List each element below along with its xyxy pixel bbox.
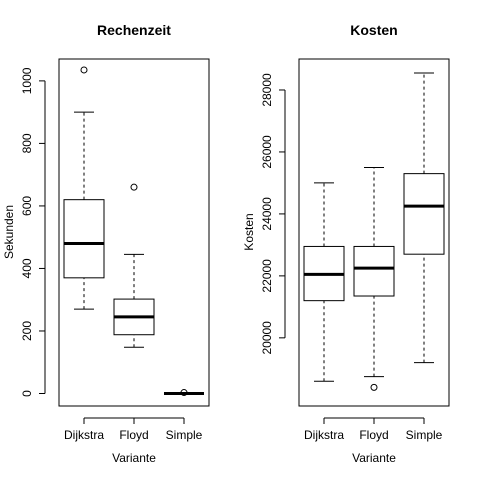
- box-iqr: [353, 245, 395, 297]
- y-tick-label: 200: [20, 321, 34, 341]
- y-tick-label: 400: [20, 258, 34, 278]
- x-tick-label: Simple: [166, 428, 203, 442]
- plot-frame: [58, 58, 210, 407]
- box-floyd: [353, 166, 395, 391]
- x-tick-label: Simple: [406, 428, 443, 442]
- x-axis: Dijkstra Floyd Simple: [304, 417, 443, 442]
- outlier-point: [130, 183, 138, 191]
- x-axis: Dijkstra Floyd Simple: [64, 417, 203, 442]
- chart-title: Rechenzeit: [97, 22, 171, 38]
- x-axis-label: Variante: [112, 451, 156, 465]
- panel-rechenzeit: Rechenzeit Variante Sekunden 0 200 400 600 8…: [2, 22, 210, 465]
- boxes: [63, 66, 204, 397]
- box-iqr: [63, 199, 105, 279]
- y-axis: 0 200 400 600 800 1000: [20, 67, 46, 397]
- chart-title: Kosten: [350, 22, 397, 38]
- plot-frame: [298, 58, 450, 407]
- x-tick-label: Floyd: [119, 428, 148, 442]
- y-axis-label: Kosten: [242, 213, 256, 250]
- panel-kosten: Kosten Variante Kosten 20000 22000 24000 26…: [242, 22, 450, 465]
- x-tick-label: Dijkstra: [304, 428, 344, 442]
- outlier-point: [180, 389, 188, 397]
- box-dijkstra: [63, 66, 105, 310]
- outlier-point: [80, 66, 88, 74]
- y-tick-label: 0: [20, 390, 34, 397]
- box-floyd: [113, 183, 155, 348]
- box-iqr: [403, 173, 445, 255]
- outlier-point: [370, 383, 378, 391]
- boxes: [303, 72, 445, 391]
- box-simple: [403, 72, 445, 364]
- y-tick-label: 24000: [260, 197, 274, 231]
- y-tick-label: 28000: [260, 73, 274, 107]
- x-axis-label: Variante: [352, 451, 396, 465]
- y-axis: 20000 22000 24000 26000 28000: [260, 73, 286, 355]
- box-simple: [164, 389, 204, 397]
- y-tick-label: 20000: [260, 321, 274, 355]
- y-tick-label: 600: [20, 196, 34, 216]
- y-tick-label: 22000: [260, 259, 274, 293]
- box-dijkstra: [303, 182, 345, 382]
- x-tick-label: Dijkstra: [64, 428, 104, 442]
- y-tick-label: 800: [20, 133, 34, 153]
- y-tick-label: 1000: [20, 67, 34, 94]
- y-tick-label: 26000: [260, 135, 274, 169]
- x-tick-label: Floyd: [359, 428, 388, 442]
- y-axis-label: Sekunden: [2, 205, 16, 259]
